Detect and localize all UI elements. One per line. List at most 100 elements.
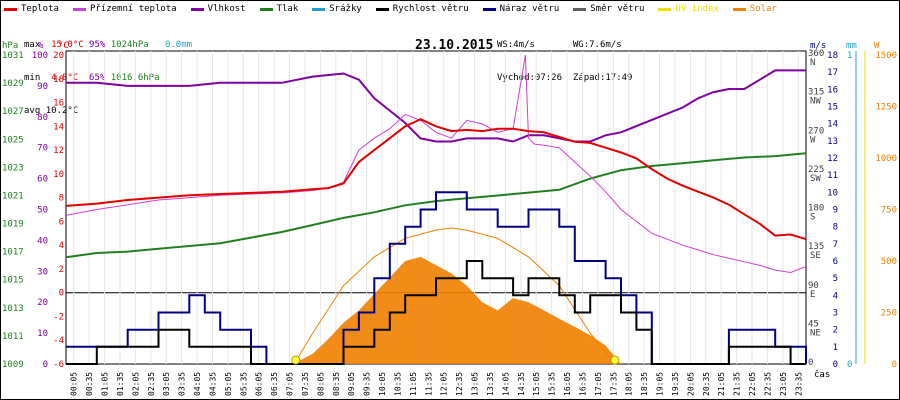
solar-tick: 250 — [881, 309, 897, 319]
legend-item: Tlak — [259, 2, 299, 16]
solar-tick: 0 — [892, 360, 897, 370]
x-tick-label: 11:35 — [424, 372, 433, 396]
legend-swatch — [312, 7, 326, 11]
wind-speed-tick: 13 — [827, 137, 838, 147]
chart-title: 23.10.2015 — [415, 38, 494, 53]
legend-label: Rychlost větru — [392, 4, 469, 14]
solar-tick: 500 — [881, 257, 897, 267]
sun-row: Východ:07:26 Západ:17:49 — [497, 73, 632, 84]
x-tick-label: 23:35 — [794, 372, 803, 396]
solar-tick: 1000 — [875, 154, 897, 164]
wind-speed-tick: 10 — [827, 188, 838, 198]
temp-tick: 6 — [59, 217, 64, 227]
pressure-tick: 1025 — [2, 135, 24, 145]
x-tick-label: 05:35 — [239, 372, 248, 396]
temp-tick: 20 — [53, 51, 64, 61]
wind-dir-label: NE — [810, 328, 821, 338]
x-tick-label: 03:05 — [162, 372, 171, 396]
x-tick-label: 23:05 — [779, 372, 788, 396]
wind-speed-tick: 9 — [833, 206, 838, 216]
pressure-tick: 1029 — [2, 79, 24, 89]
legend-item: Srážky — [312, 2, 362, 16]
series-line-rychlost-v-tru — [66, 260, 806, 365]
x-tick-label: 05:05 — [224, 372, 233, 396]
wind-speed-tick: 6 — [833, 257, 838, 267]
wind-speed-tick: 11 — [827, 171, 838, 181]
wg-value: WG:7.6m/s — [572, 40, 622, 50]
stats-wind-sun: WS:4m/s WG:7.6m/s Východ:07:26 Západ:17:… — [497, 18, 632, 106]
wind-speed-tick: 8 — [833, 223, 838, 233]
wind-dir-label: E — [810, 290, 815, 300]
legend-swatch — [4, 7, 17, 11]
wind-speed-tick: 18 — [827, 51, 838, 61]
uv-marker — [610, 355, 620, 365]
solar-tick: 1250 — [875, 103, 897, 113]
x-tick-label: 21:05 — [717, 372, 726, 396]
humidity-tick: 80 — [37, 113, 48, 123]
legend-swatch — [72, 7, 86, 11]
legend-swatch — [658, 7, 672, 11]
legend-label: Vlhkost — [207, 4, 246, 14]
temp-tick: 8 — [59, 194, 64, 204]
axis-header: °C — [58, 41, 69, 51]
x-tick-label: 08:35 — [332, 372, 341, 396]
max-press: 1024hPa — [110, 40, 149, 50]
rain-tick: 0 — [847, 360, 852, 370]
x-tick-label: 04:35 — [208, 372, 217, 396]
axis-header: W — [874, 41, 880, 51]
pressure-tick: 1013 — [2, 304, 24, 314]
wind-speed-tick: 2 — [833, 326, 838, 336]
avg-label: avg — [24, 106, 41, 116]
legend-label: Přízemní teplota — [89, 4, 177, 14]
stats-avg-row: avg 10.2°C — [24, 106, 192, 117]
wind-speed-tick: 1 — [833, 343, 838, 353]
x-tick-label: 03:35 — [178, 372, 187, 396]
x-tick-label: 06:35 — [270, 372, 279, 396]
legend-label: Tlak — [276, 4, 299, 14]
axis-header: m/s — [810, 41, 826, 51]
x-tick-label: 15:05 — [532, 372, 541, 396]
legend-item: Teplota — [4, 2, 59, 16]
legend-item: Přízemní teplota — [72, 2, 177, 16]
legend-item: UV index — [658, 2, 719, 16]
humidity-tick: 60 — [37, 175, 48, 185]
x-tick-label: 14:35 — [517, 372, 526, 396]
x-tick-label: 06:05 — [255, 372, 264, 396]
legend-item: Rychlost větru — [375, 2, 469, 16]
x-tick-label: 08:05 — [316, 372, 325, 396]
temp-tick: 0 — [59, 289, 64, 299]
min-temp: 4.8°C — [51, 73, 79, 83]
wind-speed-tick: 7 — [833, 240, 838, 250]
legend-swatch — [190, 7, 204, 11]
legend-item: Směr větru — [573, 2, 644, 16]
wind-speed-tick: 5 — [833, 274, 838, 284]
legend: Teplota Přízemní teplota Vlhkost Tlak Srážky… — [4, 2, 791, 16]
wind-row: WS:4m/s WG:7.6m/s — [497, 40, 632, 51]
min-hum: 65% — [89, 73, 106, 83]
series-line-teplota — [65, 118, 807, 241]
humidity-tick: 40 — [37, 236, 48, 246]
temp-tick: -2 — [53, 312, 64, 322]
x-tick-label: 01:05 — [101, 372, 110, 396]
x-tick-label: 18:05 — [625, 372, 634, 396]
humidity-tick: 20 — [37, 298, 48, 308]
pressure-tick: 1023 — [2, 163, 24, 173]
wind-speed-tick: 17 — [827, 68, 838, 78]
x-tick-label: 17:35 — [609, 372, 618, 396]
temp-tick: 14 — [53, 122, 64, 132]
x-tick-label: 12:35 — [455, 372, 464, 396]
pressure-tick: 1011 — [2, 332, 24, 342]
series-line-p-zemn-teplota — [65, 54, 807, 274]
temp-tick: 10 — [53, 170, 64, 180]
stats-max-row: max 15.0°C 95% 1024hPa 0.0mm — [24, 40, 192, 51]
wind-dir-label: SW — [810, 174, 821, 184]
x-tick-label: 21:35 — [733, 372, 742, 396]
ws-value: WS:4m/s — [497, 40, 535, 50]
legend-item: Náraz větru — [482, 2, 559, 16]
legend-item: Vlhkost — [190, 2, 246, 16]
wind-dir-label: SE — [810, 251, 821, 261]
min-label: min — [24, 73, 41, 83]
wind-dir-label: NW — [810, 97, 821, 107]
